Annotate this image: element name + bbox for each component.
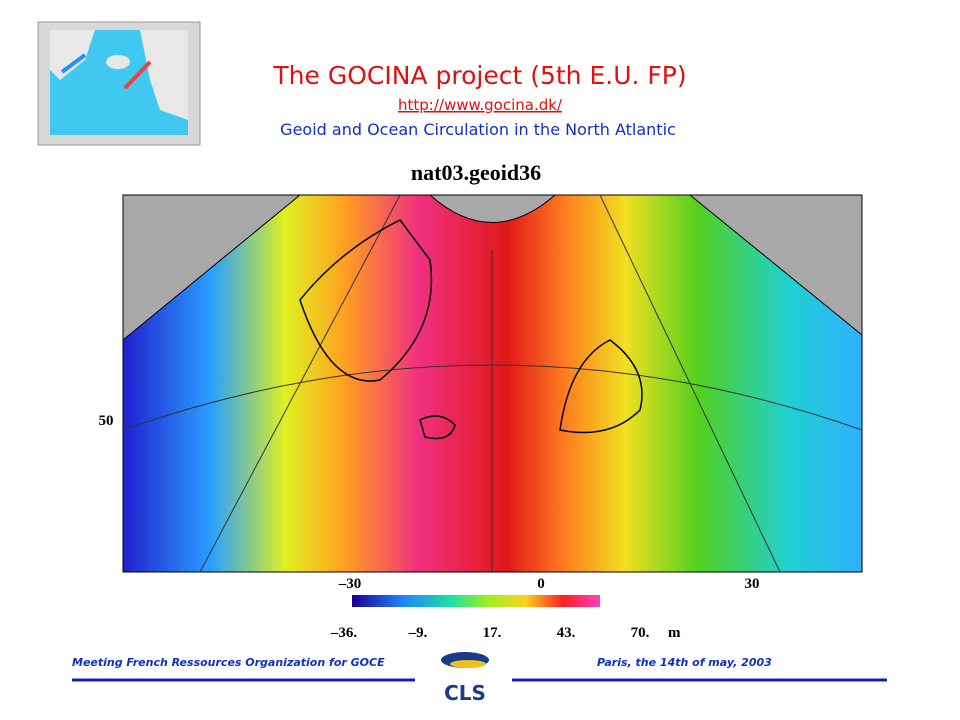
footer-right: Paris, the 14th of may, 2003 [597,656,772,669]
colorbar-label: –36. [330,625,358,641]
colorbar-label: –9. [408,625,428,641]
colorbar-unit: m [668,625,681,641]
lon-label: 30 [745,576,760,592]
logo: CLS [441,652,489,705]
lat-label: 50 [99,413,114,429]
lat-labels: 50 [99,413,114,429]
colorbar [352,595,600,607]
colorbar-labels: –36. –9. 17. 43. 70. [330,625,650,641]
subtitle: Geoid and Ocean Circulation in the North… [280,120,676,139]
lon-label: –30 [338,576,362,592]
lon-labels: –30 0 30 [338,576,760,592]
colorbar-label: 70. [631,625,650,641]
colorbar-label: 17. [483,625,502,641]
logo-text: CLS [444,681,486,705]
figure-title: nat03.geoid36 [411,160,541,185]
colorbar-label: 43. [557,625,576,641]
title: The GOCINA project (5th E.U. FP) [272,61,686,90]
footer-left: Meeting French Ressources Organization f… [72,656,385,669]
thumbnail-map [37,21,201,146]
geoid-map [122,194,863,573]
lon-label: 0 [537,576,545,592]
link[interactable]: http://www.gocina.dk/ [398,96,563,114]
